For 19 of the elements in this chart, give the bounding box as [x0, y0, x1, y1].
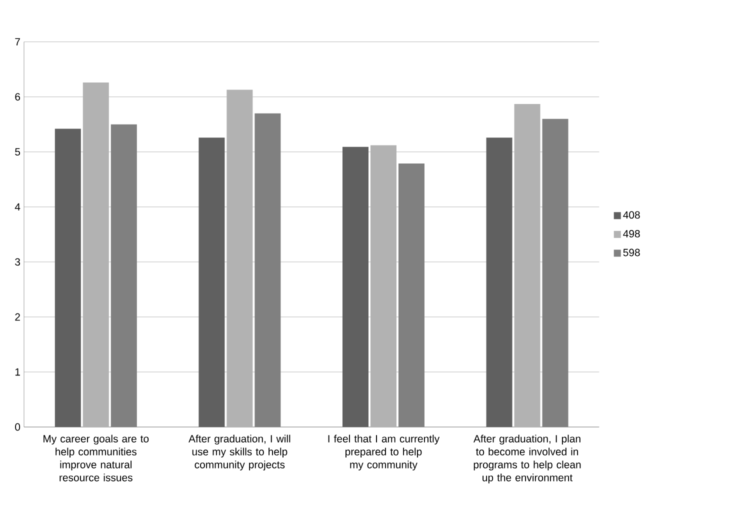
y-tick-label: 2	[15, 313, 20, 321]
bar	[54, 128, 81, 427]
bar	[198, 138, 225, 427]
y-tick-label: 3	[15, 258, 20, 266]
legend-label: 498	[623, 230, 640, 238]
legend-label: 598	[623, 248, 640, 256]
x-tick-label: After graduation, I plan to become involved in programs to help clean up the environment	[474, 434, 581, 484]
y-tick-label: 7	[15, 38, 20, 46]
x-tick-label: After graduation, I will use my skills to help community projects	[188, 434, 290, 470]
x-tick-label: I feel that I am currently prepared to help my community	[328, 434, 440, 470]
y-tick-label: 1	[15, 368, 20, 376]
x-tick-label: My career goals are to help communities improve natural resource issues	[44, 434, 149, 482]
bar	[486, 138, 512, 427]
legend-label: 408	[623, 211, 640, 219]
y-tick-label: 0	[15, 423, 20, 431]
y-tick-label: 5	[15, 148, 20, 156]
bar	[342, 146, 368, 427]
y-tick-label: 4	[14, 203, 20, 211]
y-tick-label: 6	[15, 93, 20, 101]
